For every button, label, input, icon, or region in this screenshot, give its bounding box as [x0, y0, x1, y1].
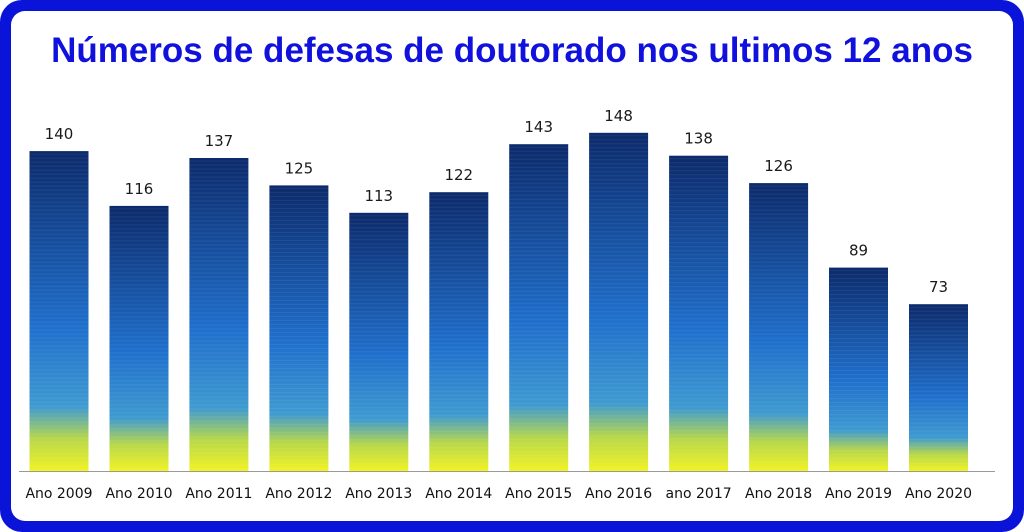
bar-ano-2019: [829, 267, 888, 471]
data-label: 140: [45, 125, 74, 143]
x-tick-label: Ano 2009: [25, 486, 92, 502]
x-tick-label: Ano 2014: [425, 486, 492, 502]
data-label: 148: [604, 107, 633, 125]
x-tick-label: Ano 2010: [105, 486, 172, 502]
data-label: 137: [205, 132, 234, 150]
bar-chart: 140 Ano 2009 116 Ano 2010 137 Ano 2011 125 Ano …: [19, 107, 995, 502]
x-tick-label: Ano 2013: [345, 486, 412, 502]
x-tick-label: Ano 2018: [745, 486, 812, 502]
bar-ano-2010: [109, 205, 169, 471]
data-label: 116: [125, 180, 154, 198]
data-label: 126: [764, 157, 793, 175]
bar-ano-2015: [509, 144, 569, 471]
data-label: 125: [285, 159, 314, 177]
data-label: 143: [524, 118, 553, 136]
bar-ano-2012: [269, 185, 329, 471]
bar-ano-2011: [189, 158, 249, 471]
x-tick-label: Ano 2012: [265, 486, 332, 502]
x-tick-label: Ano 2019: [825, 486, 892, 502]
bar-ano-2017: [669, 155, 729, 471]
bar-ano-2013: [349, 212, 409, 472]
data-label: 138: [684, 130, 713, 148]
x-tick-label: Ano 2015: [505, 486, 572, 502]
data-label: 113: [364, 187, 393, 205]
data-label: 73: [929, 278, 948, 296]
x-tick-label: Ano 2011: [185, 486, 252, 502]
bar-ano-2016: [589, 132, 649, 472]
chart-title: Números de defesas de doutorado nos ulti…: [51, 31, 973, 70]
bar-ano-2009: [29, 151, 89, 471]
chart-panel: Números de defesas de doutorado nos ulti…: [11, 11, 1013, 521]
data-label: 89: [849, 242, 868, 260]
bar-ano-2014: [429, 192, 489, 471]
bar-ano-2018: [749, 183, 809, 471]
x-tick-label: ano 2017: [666, 486, 732, 502]
x-tick-label: Ano 2020: [905, 486, 972, 502]
bar-ano-2020: [909, 304, 968, 471]
data-label: 122: [444, 166, 473, 184]
x-tick-label: Ano 2016: [585, 486, 652, 502]
